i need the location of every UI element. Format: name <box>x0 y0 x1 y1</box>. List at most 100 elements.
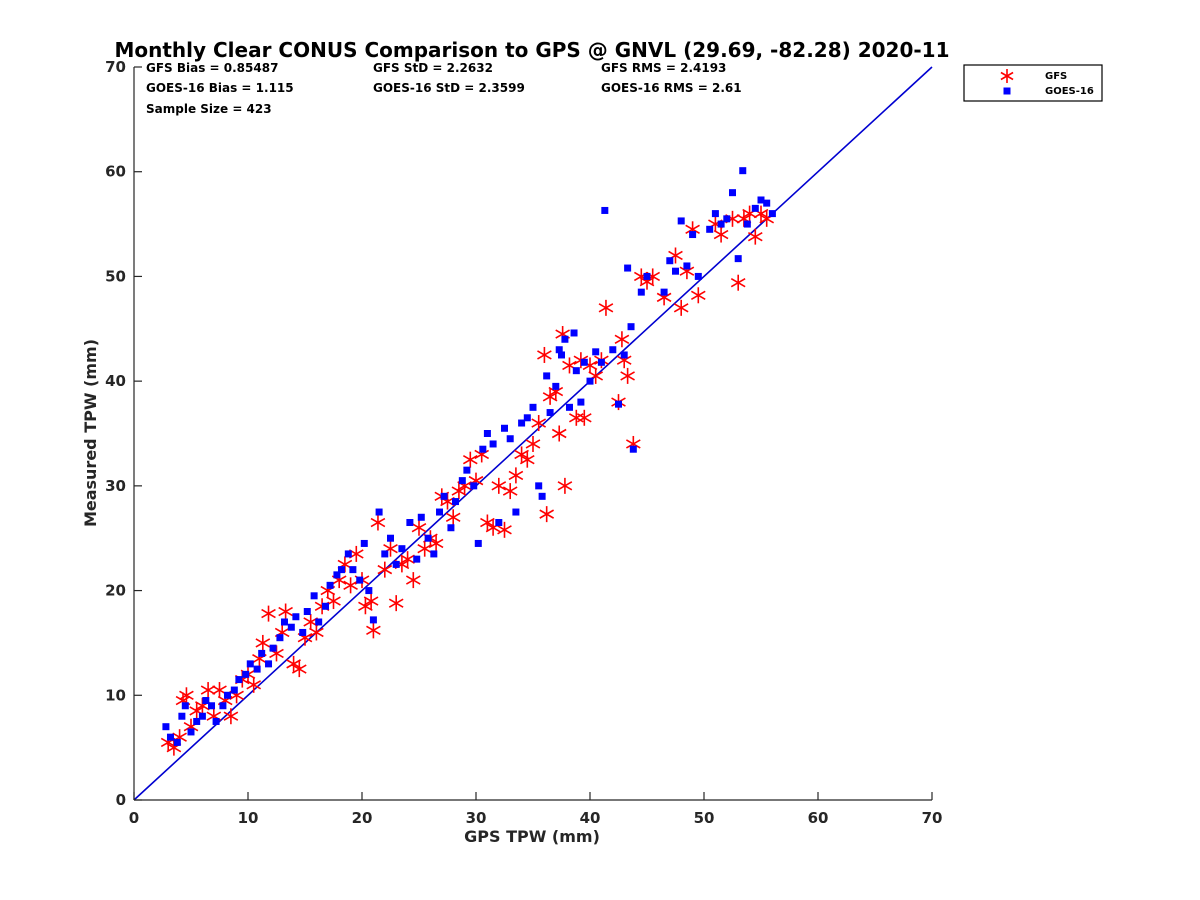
point-goes-16 <box>413 555 421 563</box>
point-goes-16 <box>360 539 368 547</box>
asterisk-stroke <box>278 606 293 617</box>
point-goes-16 <box>743 220 751 228</box>
point-goes-16 <box>729 189 736 197</box>
point-gfs <box>508 467 524 484</box>
asterisk-stroke <box>331 575 347 585</box>
point-goes-16 <box>543 372 551 380</box>
asterisk-stroke <box>537 350 552 360</box>
x-tick-label: 0 <box>129 809 139 827</box>
asterisk-stroke <box>428 538 444 549</box>
legend-marker-goes-16 <box>1003 87 1011 95</box>
point-gfs <box>309 624 324 641</box>
point-gfs <box>542 388 558 405</box>
asterisk-stroke <box>212 685 227 695</box>
asterisk-stroke <box>1000 71 1014 81</box>
point-goes-16 <box>763 199 771 207</box>
point-goes-16 <box>193 717 201 725</box>
point-goes-16 <box>637 288 645 296</box>
point-goes-16 <box>258 649 266 657</box>
point-goes-16 <box>501 424 508 432</box>
point-goes-16 <box>470 482 478 490</box>
point-gfs <box>405 572 421 589</box>
point-gfs <box>255 634 271 651</box>
point-gfs <box>673 299 689 316</box>
point-goes-16 <box>580 358 588 366</box>
point-goes-16 <box>672 267 679 275</box>
point-goes-16 <box>349 566 357 574</box>
point-goes-16 <box>518 419 526 427</box>
point-goes-16 <box>253 665 261 673</box>
point-gfs <box>576 409 592 426</box>
point-gfs <box>502 483 518 500</box>
asterisk-stroke <box>616 355 632 365</box>
point-goes-16 <box>246 660 254 668</box>
point-goes-16 <box>173 738 181 746</box>
point-gfs <box>557 477 573 494</box>
asterisk-stroke <box>358 601 373 611</box>
point-gfs <box>370 514 386 531</box>
legend-square <box>1003 87 1011 95</box>
point-goes-16 <box>529 403 537 411</box>
point-gfs <box>531 415 547 432</box>
asterisk-stroke <box>730 278 746 288</box>
point-goes-16 <box>187 728 195 736</box>
y-tick-label: 60 <box>105 163 126 181</box>
point-goes-16 <box>757 196 765 204</box>
point-goes-16 <box>495 519 503 527</box>
asterisk-stroke <box>753 208 769 219</box>
asterisk-stroke <box>679 266 695 276</box>
point-goes-16 <box>202 697 210 705</box>
point-gfs <box>179 687 194 704</box>
point-goes-16 <box>303 608 311 616</box>
point-gfs <box>451 483 467 500</box>
point-goes-16 <box>440 492 448 500</box>
x-tick-label: 20 <box>352 809 373 827</box>
asterisk-stroke <box>366 625 381 636</box>
asterisk-stroke <box>223 711 239 721</box>
data-marks <box>160 167 776 756</box>
point-goes-16 <box>586 377 594 385</box>
point-goes-16 <box>230 686 238 694</box>
asterisk-stroke <box>363 596 379 606</box>
asterisk-stroke <box>491 481 507 491</box>
asterisk-stroke <box>656 292 672 303</box>
plot-area <box>133 66 933 801</box>
point-goes-16 <box>292 613 300 621</box>
point-goes-16 <box>436 508 444 516</box>
point-gfs <box>200 682 216 699</box>
asterisk-stroke <box>514 449 529 460</box>
point-goes-16 <box>643 272 651 280</box>
x-tick-label: 30 <box>466 809 487 827</box>
asterisk-stroke <box>562 360 577 371</box>
point-goes-16 <box>322 602 330 610</box>
one-to-one-line <box>133 66 933 801</box>
point-goes-16 <box>561 335 569 343</box>
stat-gfs-bias: GFS Bias = 0.85487 <box>146 61 278 75</box>
point-goes-16 <box>660 288 668 296</box>
point-gfs <box>519 451 535 468</box>
asterisk-stroke <box>576 413 592 423</box>
point-goes-16 <box>287 623 295 631</box>
point-gfs <box>445 509 461 526</box>
stat-goes-rms: GOES-16 RMS = 2.61 <box>601 81 742 95</box>
point-gfs <box>377 561 393 578</box>
point-gfs <box>291 661 307 678</box>
asterisk-stroke <box>206 711 222 721</box>
point-goes-16 <box>483 430 491 437</box>
point-goes-16 <box>734 255 742 263</box>
asterisk-stroke <box>539 509 555 519</box>
x-tick-label: 10 <box>238 809 259 827</box>
asterisk-stroke <box>189 706 205 716</box>
stat-gfs-std: GFS StD = 2.2632 <box>373 61 493 75</box>
point-gfs <box>400 551 415 568</box>
point-gfs <box>514 446 529 463</box>
point-goes-16 <box>326 581 334 589</box>
point-goes-16 <box>310 592 318 600</box>
point-goes-16 <box>463 466 471 474</box>
point-gfs <box>690 287 706 304</box>
point-goes-16 <box>178 712 186 720</box>
point-gfs <box>286 655 301 672</box>
y-axis-label: Measured TPW (mm) <box>81 339 100 527</box>
point-gfs <box>462 451 478 468</box>
point-goes-16 <box>552 382 560 390</box>
